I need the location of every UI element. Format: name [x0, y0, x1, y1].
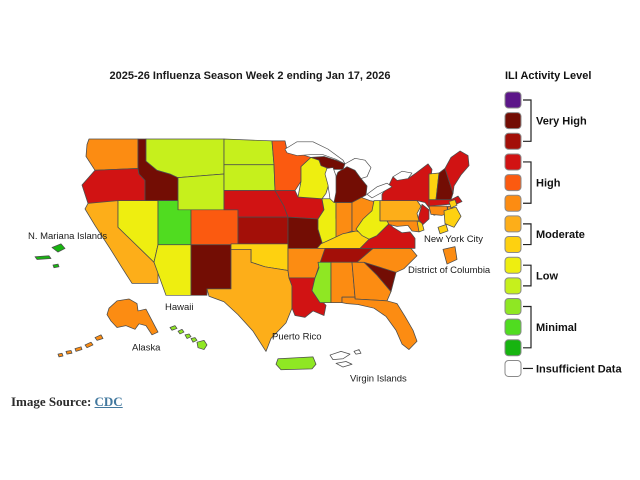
state-hi[interactable]	[184, 333, 192, 339]
lake-ontario	[392, 170, 413, 181]
state-nyc[interactable]	[437, 224, 449, 235]
legend-swatch-0	[504, 91, 522, 109]
state-tx[interactable]	[206, 248, 293, 352]
us-flu-activity-map: N. Mariana Islands New York City District …	[28, 138, 491, 384]
state-wy[interactable]	[177, 173, 225, 211]
state-sd[interactable]	[223, 164, 276, 191]
state-ak[interactable]	[65, 350, 73, 355]
state-co[interactable]	[190, 209, 239, 246]
map-title: 2025-26 Influenza Season Week 2 ending J…	[109, 70, 391, 82]
state-vi[interactable]	[353, 349, 362, 355]
map-label-alaska: Alaska	[132, 343, 161, 353]
legend-label-insufficient-data: Insufficient Data	[536, 363, 622, 375]
legend-swatch-10	[504, 298, 522, 315]
legend-swatch-1	[504, 112, 522, 130]
state-vi[interactable]	[329, 351, 351, 361]
state-me[interactable]	[444, 150, 470, 194]
legend-label-high: High	[536, 178, 561, 190]
legend-swatch-7	[504, 236, 522, 254]
legend-bracket-low	[523, 264, 532, 287]
legend-swatch-9	[504, 277, 522, 295]
legend-bracket-moderate	[523, 223, 532, 246]
legend-swatch-2	[504, 132, 522, 150]
legend-swatch-13	[504, 359, 522, 377]
legend-swatch-3	[504, 153, 522, 171]
legend-swatch-11	[504, 318, 522, 336]
state-nj[interactable]	[417, 203, 430, 225]
state-nyc[interactable]	[448, 199, 458, 209]
map-label-hawaii: Hawaii	[165, 302, 193, 312]
state-mp[interactable]	[52, 263, 60, 269]
state-nd[interactable]	[223, 138, 275, 166]
state-dc[interactable]	[442, 246, 458, 265]
state-pr[interactable]	[275, 356, 317, 371]
state-az[interactable]	[153, 244, 192, 296]
legend-swatch-12	[504, 339, 522, 357]
state-ak[interactable]	[94, 334, 104, 341]
state-ak[interactable]	[74, 346, 83, 352]
state-hi[interactable]	[196, 339, 208, 350]
state-wa[interactable]	[85, 138, 139, 171]
image-source-label: Image Source:	[11, 394, 95, 409]
state-mp[interactable]	[34, 255, 52, 260]
image-source: Image Source: CDC	[11, 394, 123, 410]
legend-bracket-high	[523, 161, 532, 204]
state-nyc[interactable]	[443, 206, 462, 228]
state-ak[interactable]	[106, 298, 159, 336]
state-fl[interactable]	[341, 296, 418, 350]
legend-swatch-8	[504, 256, 522, 274]
state-ak[interactable]	[57, 352, 64, 358]
legend-title: ILI Activity Level	[505, 70, 592, 82]
legend-bracket-minimal	[523, 305, 532, 349]
legend-scale: Very High High Moderate Low Minimal Insuffici…	[504, 91, 622, 377]
state-hi[interactable]	[169, 325, 178, 331]
state-hi[interactable]	[177, 328, 185, 335]
legend-swatch-4	[504, 174, 522, 192]
state-pa[interactable]	[379, 200, 422, 222]
state-nm[interactable]	[190, 244, 232, 296]
state-or[interactable]	[81, 168, 146, 204]
map-label-virgin-islands: Virgin Islands	[350, 374, 407, 384]
state-hi[interactable]	[190, 337, 198, 343]
state-ks[interactable]	[237, 216, 289, 245]
state-al[interactable]	[330, 261, 356, 304]
state-ak[interactable]	[84, 341, 94, 349]
state-vi[interactable]	[335, 361, 353, 368]
lake-huron	[342, 158, 372, 179]
legend-swatch-6	[504, 215, 522, 233]
lake-superior	[284, 141, 346, 165]
map-label-district-of-columbia: District of Columbia	[408, 266, 491, 276]
state-mp[interactable]	[51, 243, 66, 253]
legend-label-low: Low	[536, 271, 558, 283]
map-label-puerto-rico: Puerto Rico	[272, 332, 322, 342]
lake-erie	[366, 182, 393, 199]
legend-label-moderate: Moderate	[536, 229, 585, 241]
legend-label-very-high: Very High	[536, 116, 587, 128]
state-nc[interactable]	[356, 248, 418, 273]
legend-swatch-5	[504, 194, 522, 212]
map-label-n-mariana-islands: N. Mariana Islands	[28, 232, 108, 242]
legend-label-minimal: Minimal	[536, 322, 577, 334]
legend-bracket-very-high	[523, 99, 532, 142]
map-label-new-york-city: New York City	[424, 234, 483, 244]
state-nh[interactable]	[435, 168, 454, 201]
cdc-link[interactable]: CDC	[94, 394, 123, 409]
lake-michigan	[324, 167, 337, 203]
